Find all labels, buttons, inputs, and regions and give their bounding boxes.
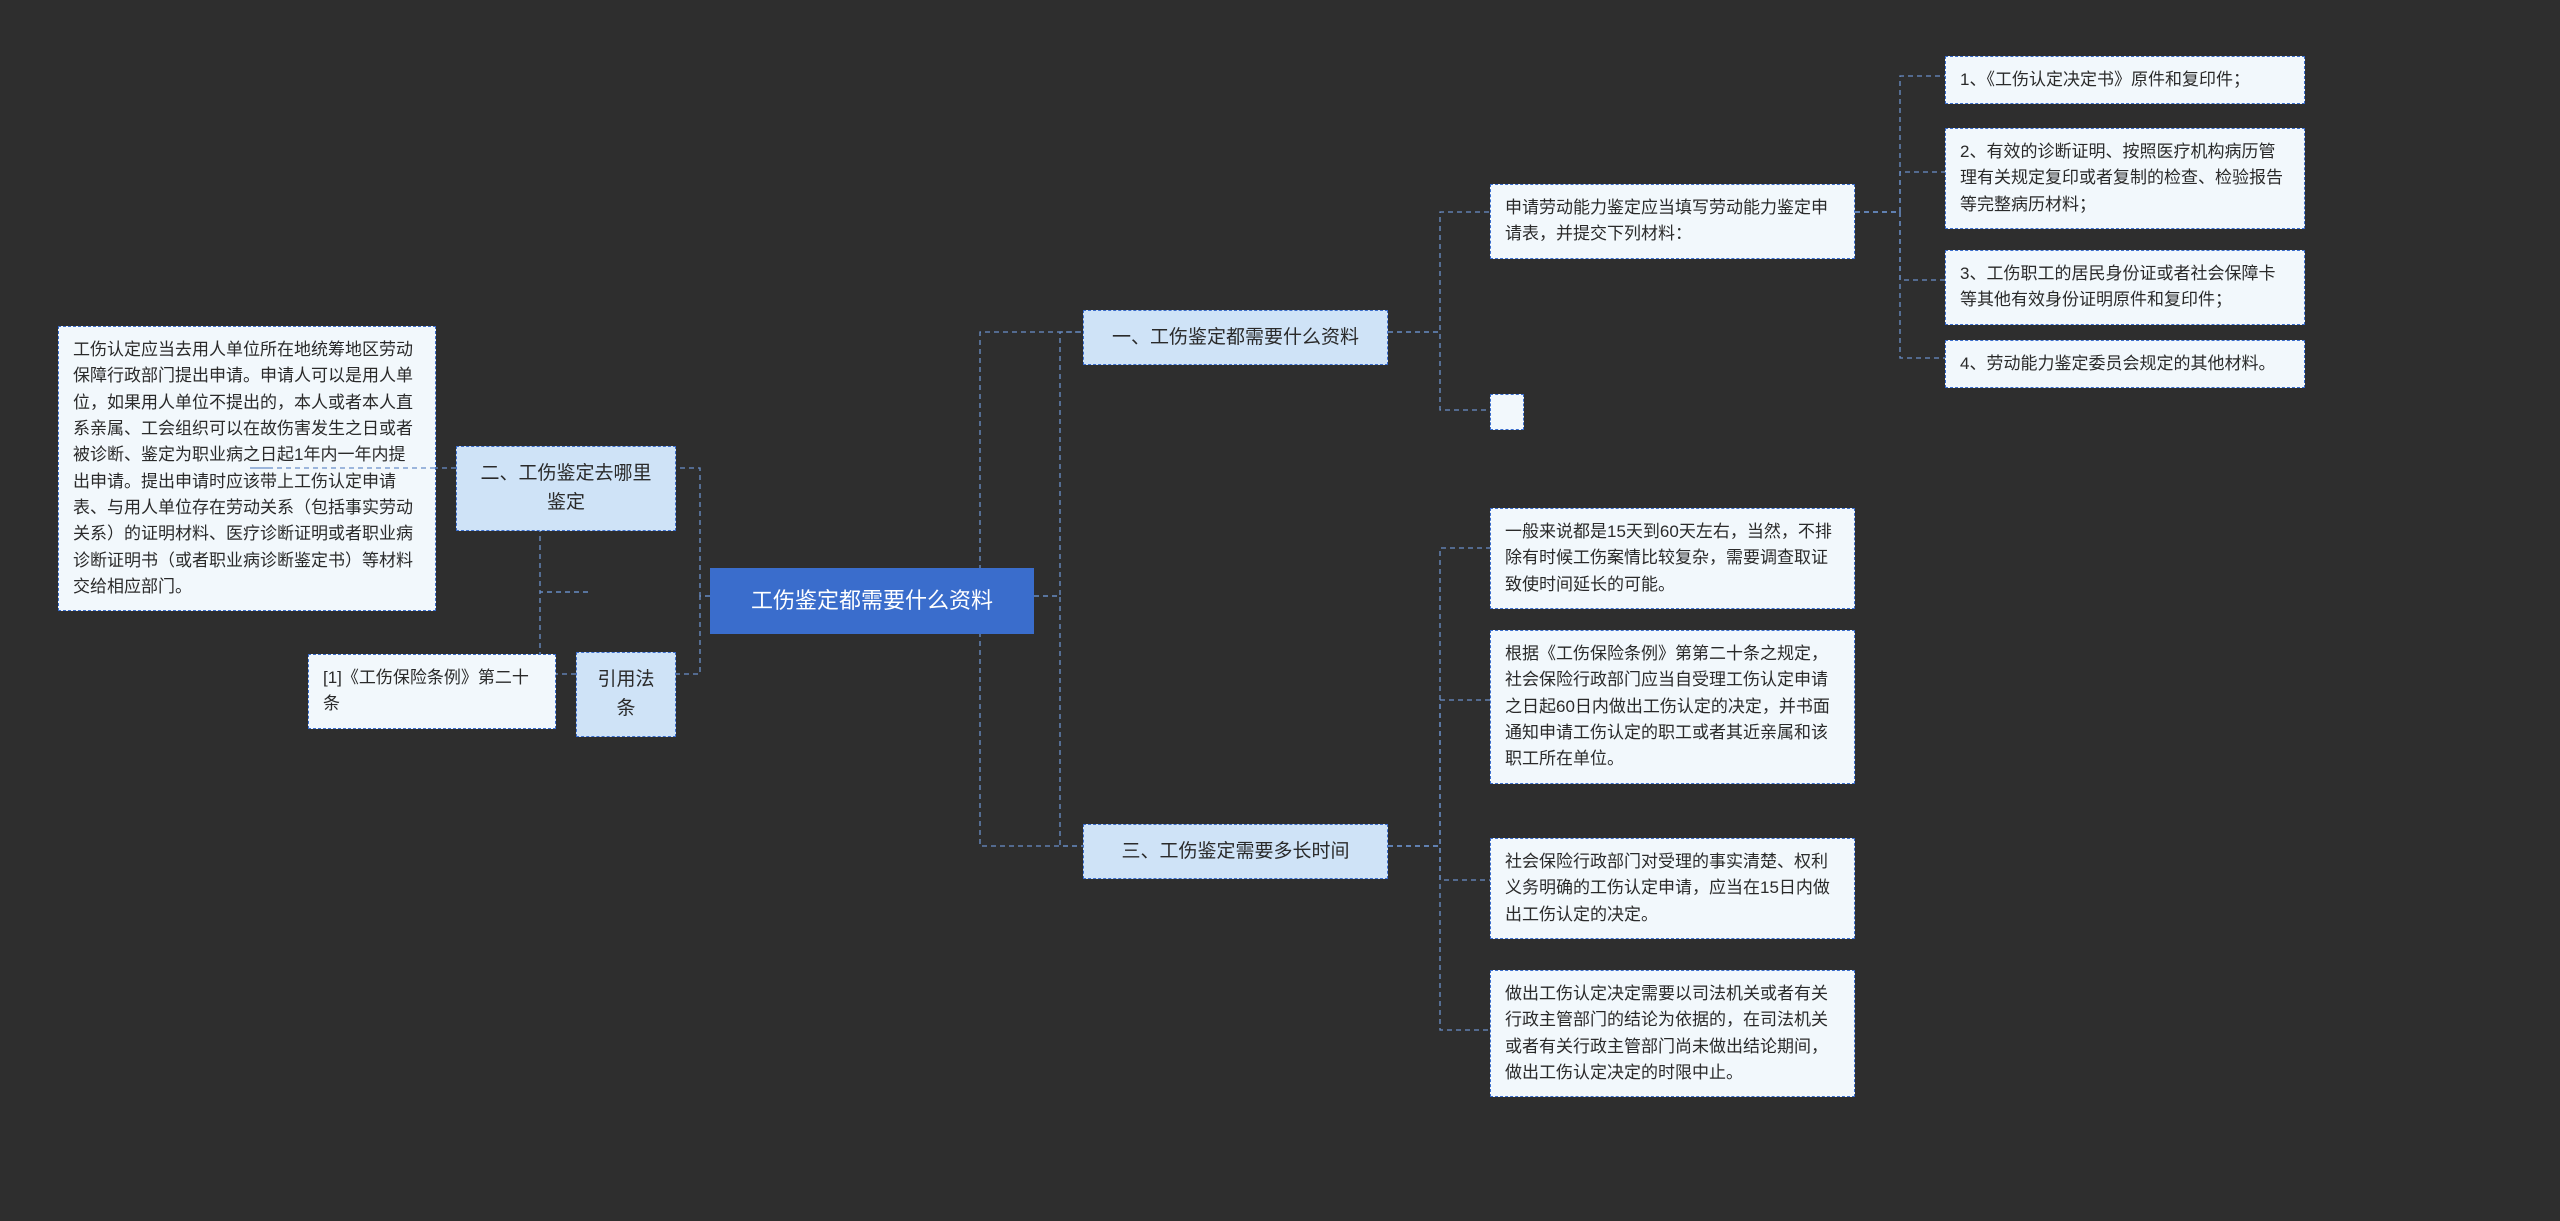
branch-3-title: 三、工伤鉴定需要多长时间 bbox=[1121, 841, 1349, 862]
leaf-b2-text-content: 工伤认定应当去用人单位所在地统筹地区劳动保障行政部门提出申请。申请人可以是用人单… bbox=[73, 340, 413, 596]
leaf-item-4: 4、劳动能力鉴定委员会规定的其他材料。 bbox=[1945, 340, 2305, 388]
branch-section-2: 二、工伤鉴定去哪里鉴定 bbox=[456, 446, 676, 531]
leaf-law-citation: [1]《工伤保险条例》第二十条 bbox=[308, 654, 556, 729]
leaf-b1-empty bbox=[1490, 394, 1524, 430]
root-node: 工伤鉴定都需要什么资料 bbox=[710, 568, 1034, 634]
leaf-b3-p2: 根据《工伤保险条例》第第二十条之规定，社会保险行政部门应当自受理工伤认定申请之日… bbox=[1490, 630, 1855, 784]
leaf-item-4-text: 4、劳动能力鉴定委员会规定的其他材料。 bbox=[1960, 354, 2275, 373]
root-text: 工伤鉴定都需要什么资料 bbox=[751, 588, 993, 613]
leaf-item-2-text: 2、有效的诊断证明、按照医疗机构病历管理有关规定复印或者复制的检查、检验报告等完… bbox=[1960, 142, 2283, 214]
leaf-b3-p3-text: 社会保险行政部门对受理的事实清楚、权利义务明确的工伤认定申请，应当在15日内做出… bbox=[1505, 852, 1830, 924]
leaf-item-1: 1、《工伤认定决定书》原件和复印件； bbox=[1945, 56, 2305, 104]
leaf-item-3: 3、工伤职工的居民身份证或者社会保障卡等其他有效身份证明原件和复印件； bbox=[1945, 250, 2305, 325]
leaf-item-3-text: 3、工伤职工的居民身份证或者社会保障卡等其他有效身份证明原件和复印件； bbox=[1960, 264, 2275, 309]
leaf-item-2: 2、有效的诊断证明、按照医疗机构病历管理有关规定复印或者复制的检查、检验报告等完… bbox=[1945, 128, 2305, 229]
leaf-b1-intro: 申请劳动能力鉴定应当填写劳动能力鉴定申请表，并提交下列材料： bbox=[1490, 184, 1855, 259]
leaf-b1-intro-text: 申请劳动能力鉴定应当填写劳动能力鉴定申请表，并提交下列材料： bbox=[1505, 198, 1828, 243]
branch-1-title: 一、工伤鉴定都需要什么资料 bbox=[1112, 327, 1359, 348]
leaf-b2-text: 工伤认定应当去用人单位所在地统筹地区劳动保障行政部门提出申请。申请人可以是用人单… bbox=[58, 326, 436, 611]
branch-law: 引用法条 bbox=[576, 652, 676, 737]
leaf-b3-p3: 社会保险行政部门对受理的事实清楚、权利义务明确的工伤认定申请，应当在15日内做出… bbox=[1490, 838, 1855, 939]
leaf-law-text: [1]《工伤保险条例》第二十条 bbox=[323, 668, 529, 713]
leaf-b3-p1-text: 一般来说都是15天到60天左右，当然，不排除有时候工伤案情比较复杂，需要调查取证… bbox=[1505, 522, 1832, 594]
branch-law-title: 引用法条 bbox=[597, 669, 654, 719]
leaf-b3-p4: 做出工伤认定决定需要以司法机关或者有关行政主管部门的结论为依据的，在司法机关或者… bbox=[1490, 970, 1855, 1097]
leaf-b3-p2-text: 根据《工伤保险条例》第第二十条之规定，社会保险行政部门应当自受理工伤认定申请之日… bbox=[1505, 644, 1830, 768]
branch-2-title: 二、工伤鉴定去哪里鉴定 bbox=[480, 463, 651, 513]
leaf-b3-p4-text: 做出工伤认定决定需要以司法机关或者有关行政主管部门的结论为依据的，在司法机关或者… bbox=[1505, 984, 1828, 1082]
leaf-item-1-text: 1、《工伤认定决定书》原件和复印件； bbox=[1960, 70, 2250, 89]
leaf-b3-p1: 一般来说都是15天到60天左右，当然，不排除有时候工伤案情比较复杂，需要调查取证… bbox=[1490, 508, 1855, 609]
branch-section-3: 三、工伤鉴定需要多长时间 bbox=[1083, 824, 1388, 879]
branch-section-1: 一、工伤鉴定都需要什么资料 bbox=[1083, 310, 1388, 365]
